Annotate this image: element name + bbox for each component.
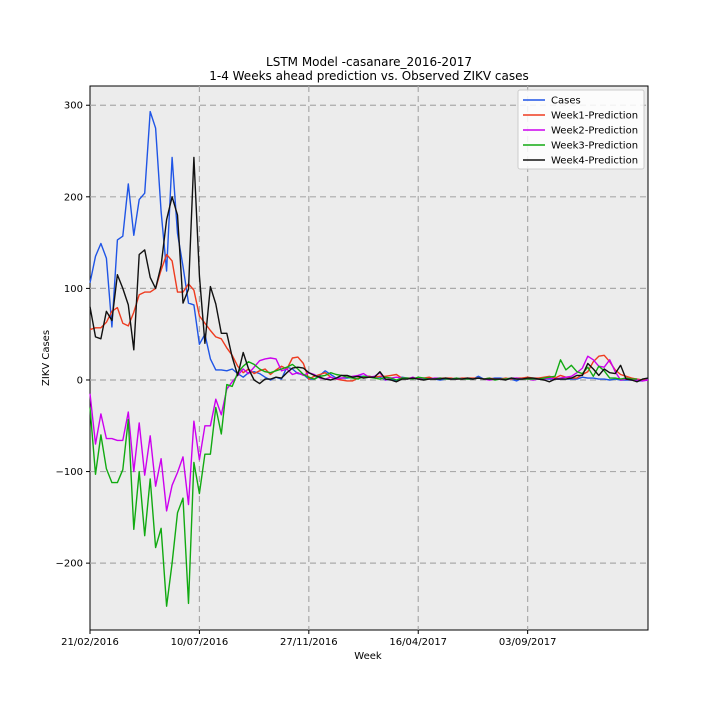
legend-box [517, 89, 645, 170]
x-axis-ticks: 21/02/2016 10/07/2016 27/11/2016 16/04/2017… [61, 630, 556, 648]
grid-lines [90, 86, 648, 630]
legend-label-week1-prediction: Week1-Prediction [551, 111, 638, 122]
plot-area [89, 85, 649, 631]
x-tick-label: 03/09/2017 [499, 637, 557, 648]
y-tick-label: −200 [56, 559, 83, 570]
legend-label-week3-prediction: Week3-Prediction [551, 141, 638, 152]
series-line-week3-prediction [89, 359, 638, 607]
legend-label-week4-prediction: Week4-Prediction [551, 156, 638, 167]
series-lines [89, 110, 649, 607]
y-tick-label: 100 [64, 284, 83, 295]
y-tick-label: −100 [56, 467, 83, 478]
x-tick-label: 16/04/2017 [389, 637, 447, 648]
x-tick-label: 21/02/2016 [61, 637, 119, 648]
y-tick-label: 200 [64, 192, 83, 203]
y-tick-label: 300 [64, 101, 83, 112]
x-tick-label: 10/07/2016 [171, 637, 229, 648]
legend-label-week2-prediction: Week2-Prediction [551, 126, 638, 137]
y-axis-label: ZIKV Cases [41, 330, 52, 386]
legend-label-cases: Cases [551, 96, 581, 107]
x-axis-label: Week [354, 651, 382, 662]
y-tick-label: 0 [77, 375, 83, 386]
chart-title-line2: 1-4 Weeks ahead prediction vs. Observed … [209, 69, 529, 83]
chart-title-line1: LSTM Model -casanare_2016-2017 [266, 55, 472, 69]
y-axis-ticks: −200 −100 0 100 200 300 [56, 101, 90, 570]
x-tick-label: 27/11/2016 [280, 637, 338, 648]
series-line-week4-prediction [89, 156, 649, 385]
legend: Cases Week1-Prediction Week2-Prediction Wee… [517, 89, 645, 170]
